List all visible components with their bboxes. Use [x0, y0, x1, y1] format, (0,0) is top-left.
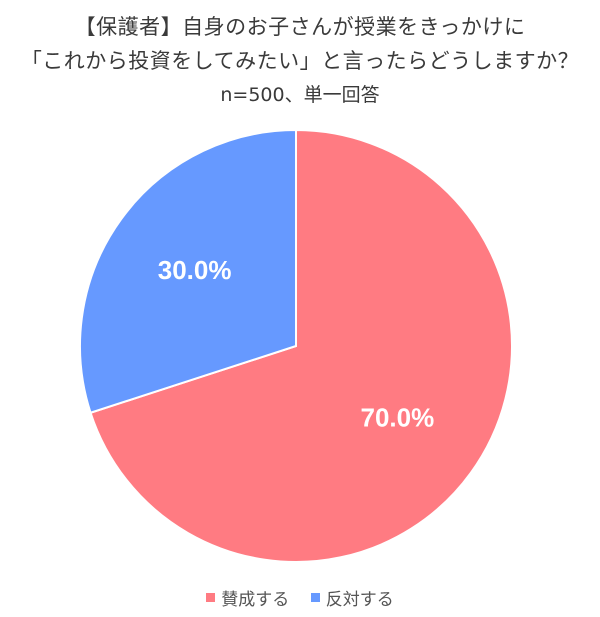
chart-title: 【保護者】自身のお子さんが授業をきっかけに 「これから投資をしてみたい」と言った… — [0, 10, 600, 110]
data-label-agree: 70.0% — [360, 403, 434, 433]
legend-item-agree: 賛成する — [206, 585, 289, 610]
legend-swatch-agree — [206, 593, 216, 602]
data-label-oppose: 30.0% — [158, 255, 232, 285]
pie-slice-oppose — [79, 128, 297, 415]
legend-item-oppose: 反対する — [310, 585, 394, 610]
chart-legend: 賛成する 反対する — [0, 585, 600, 610]
legend-label-agree: 賛成する — [221, 590, 290, 610]
title-line-2: 「これから投資をしてみたい」と言ったらどうしますか？ — [20, 49, 580, 73]
legend-swatch-oppose — [310, 593, 320, 602]
chart-subtitle: n=500、単一回答 — [220, 84, 380, 106]
title-line-1: 【保護者】自身のお子さんが授業をきっかけに — [74, 15, 526, 39]
pie-slice-agree — [89, 128, 513, 563]
legend-label-oppose: 反対する — [325, 590, 394, 610]
